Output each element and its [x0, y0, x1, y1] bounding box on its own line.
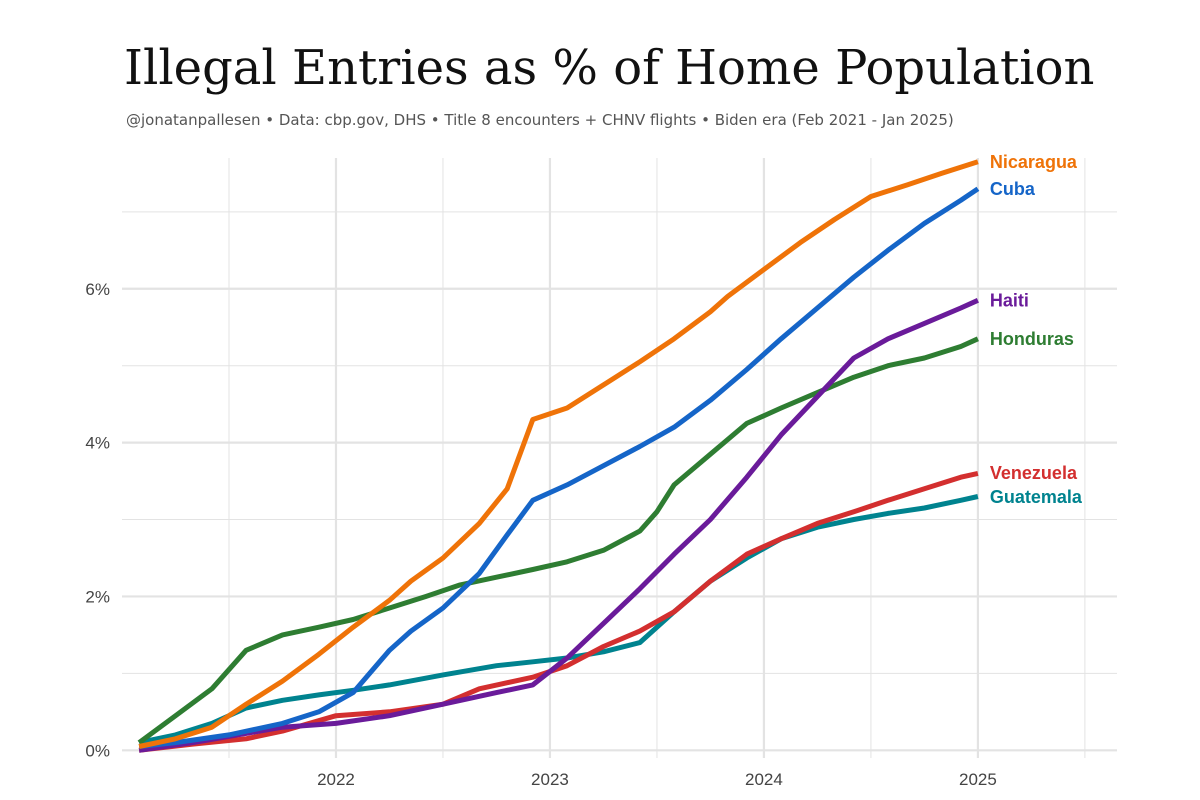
x-tick-label: 2024 — [745, 770, 783, 789]
axis-tick-labels: 0% 2% 4% 6% 2022 2023 2024 2025 — [85, 280, 996, 789]
y-tick-label: 0% — [85, 741, 110, 760]
chart-subtitle: @jonatanpallesen • Data: cbp.gov, DHS • … — [126, 111, 954, 129]
series-label-nicaragua: Nicaragua — [990, 152, 1078, 172]
series-label-haiti: Haiti — [990, 290, 1029, 310]
series-line-haiti — [138, 298, 979, 753]
series-label-cuba: Cuba — [990, 179, 1036, 199]
x-tick-label: 2025 — [959, 770, 997, 789]
series-lines — [137, 159, 980, 753]
series-line-honduras — [137, 336, 979, 745]
minor-gridlines — [122, 158, 1117, 758]
y-tick-label: 6% — [85, 280, 110, 299]
x-tick-label: 2022 — [317, 770, 355, 789]
series-label-honduras: Honduras — [990, 329, 1074, 349]
series-label-guatemala: Guatemala — [990, 487, 1083, 507]
y-tick-label: 4% — [85, 434, 110, 453]
series-line-nicaragua — [138, 159, 979, 749]
series-line-cuba — [138, 186, 980, 749]
series-label-venezuela: Venezuela — [990, 463, 1078, 483]
y-tick-label: 2% — [85, 587, 110, 606]
series-end-labels: Nicaragua Cuba Haiti Honduras Venezuela Guate… — [990, 152, 1083, 507]
chart-title: Illegal Entries as % of Home Population — [124, 40, 1095, 96]
series-line-guatemala — [138, 494, 979, 746]
x-tick-label: 2023 — [531, 770, 569, 789]
series-line-venezuela — [138, 470, 979, 753]
